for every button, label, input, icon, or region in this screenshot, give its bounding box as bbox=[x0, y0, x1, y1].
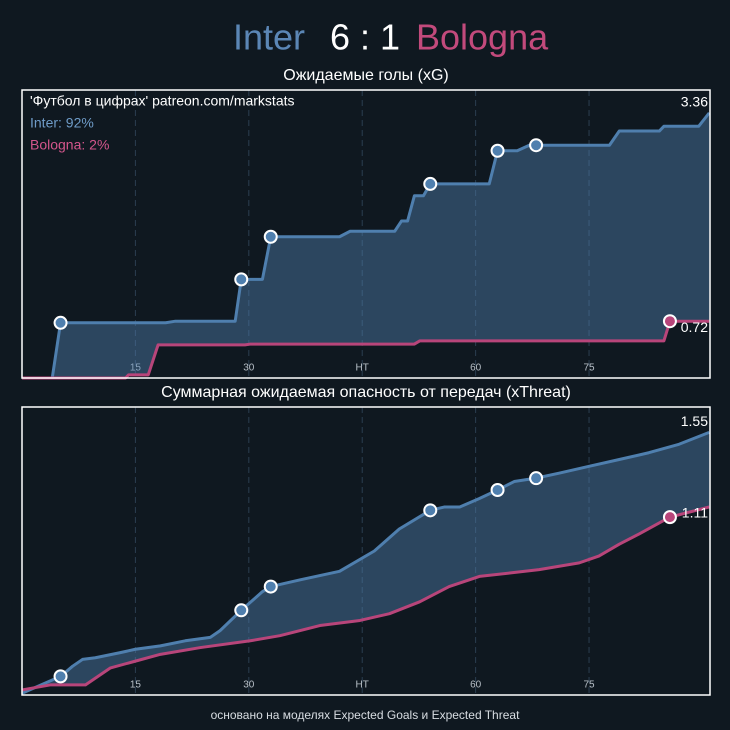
fill-between bbox=[22, 432, 710, 694]
x-tick-label: 60 bbox=[470, 363, 482, 374]
x-tick-label: 30 bbox=[243, 680, 255, 691]
goal-marker bbox=[263, 229, 278, 244]
annotation: Inter: 92% bbox=[30, 115, 94, 131]
goal-marker bbox=[490, 483, 505, 498]
score: 6 : 1 bbox=[330, 17, 400, 58]
x-tick-label: 75 bbox=[583, 363, 595, 374]
x-tick-label: 15 bbox=[130, 680, 142, 691]
goal-marker bbox=[423, 503, 438, 518]
x-tick-label: 60 bbox=[470, 680, 482, 691]
goal-marker bbox=[662, 314, 677, 329]
fill-between bbox=[22, 112, 710, 378]
end-value-label: 1.55 bbox=[681, 413, 708, 429]
panel-title: Суммарная ожидаемая опасность от передач… bbox=[161, 384, 571, 401]
footer: основано на моделях Expected Goals и Exp… bbox=[211, 708, 521, 722]
goal-marker bbox=[490, 143, 505, 158]
panel-title: Ожидаемые голы (xG) bbox=[283, 67, 448, 84]
annotation: Bologna: 2% bbox=[30, 137, 109, 153]
x-tick-label: HT bbox=[356, 363, 369, 374]
home-team: Inter bbox=[233, 17, 305, 58]
x-tick-label: HT bbox=[356, 680, 369, 691]
panel-border bbox=[21, 89, 711, 379]
series-line bbox=[21, 505, 710, 692]
goal-marker bbox=[53, 669, 68, 684]
series-line bbox=[22, 111, 711, 380]
panel-border bbox=[21, 406, 711, 696]
end-value-label: 1.11 bbox=[682, 505, 708, 521]
goal-marker bbox=[234, 272, 249, 287]
goal-marker bbox=[529, 138, 544, 153]
annotation: 'Футбол в цифрах' patreon.com/markstats bbox=[30, 93, 295, 109]
goal-marker bbox=[263, 579, 278, 594]
series-line bbox=[21, 431, 710, 695]
goal-marker bbox=[662, 510, 677, 525]
end-value-label: 3.36 bbox=[681, 94, 708, 110]
goal-marker bbox=[529, 471, 544, 486]
x-tick-label: 30 bbox=[243, 363, 255, 374]
series-line bbox=[22, 319, 710, 380]
x-tick-label: 75 bbox=[583, 680, 595, 691]
goal-marker bbox=[234, 603, 249, 618]
end-value-label: 0.72 bbox=[681, 319, 708, 335]
goal-marker bbox=[423, 176, 438, 191]
goal-marker bbox=[53, 315, 68, 330]
away-team: Bologna bbox=[416, 17, 549, 58]
x-tick-label: 15 bbox=[130, 363, 142, 374]
